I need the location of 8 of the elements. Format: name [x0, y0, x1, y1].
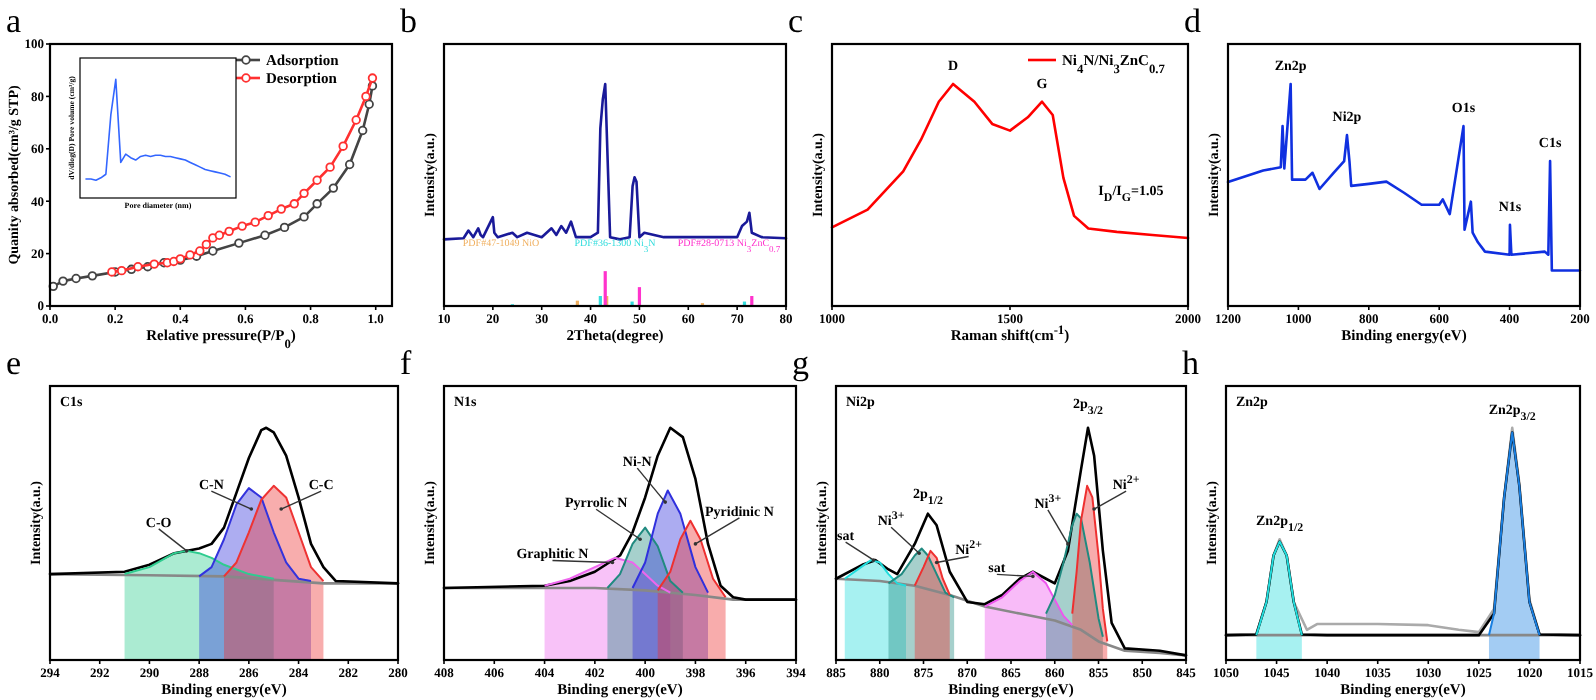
chart-title: a — [6, 2, 22, 40]
chart-title: c — [788, 2, 804, 40]
chart-title: g — [792, 344, 810, 382]
chart-title: b — [400, 2, 417, 40]
chart-title: h — [1182, 344, 1200, 382]
chart-title: d — [1184, 2, 1202, 40]
chart-title: f — [400, 344, 412, 382]
chart-title: e — [6, 344, 22, 382]
